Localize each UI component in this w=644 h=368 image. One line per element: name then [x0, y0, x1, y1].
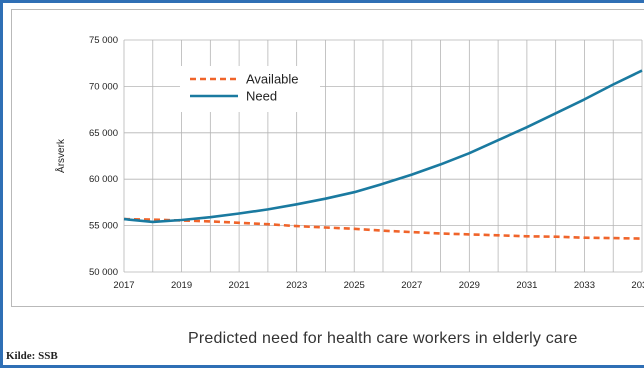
legend-box: [180, 66, 320, 112]
source-note: Kilde: SSB: [6, 350, 58, 362]
x-tick-label: 2017: [113, 280, 134, 291]
line-chart: 75 000 70 000 65 000 60 000 55 000 50 000 2017…: [54, 35, 644, 291]
y-axis-label: Årsverk: [54, 138, 67, 173]
x-tick-label: 2027: [401, 280, 422, 291]
x-tick-label: 2023: [286, 280, 307, 291]
x-tick-label: 2031: [516, 280, 537, 291]
y-tick-label: 70 000: [89, 81, 118, 92]
x-tick-label: 2025: [344, 280, 365, 291]
y-tick-label: 75 000: [89, 35, 118, 46]
x-tick-label: 2029: [459, 280, 480, 291]
series-line-need: [123, 69, 643, 224]
plot-panel: 75 000 70 000 65 000 60 000 55 000 50 000 2017…: [11, 9, 644, 307]
chart-caption: Predicted need for health care workers i…: [188, 330, 578, 347]
y-tick-label: 65 000: [89, 128, 118, 139]
y-tick-label: 55 000: [89, 221, 118, 232]
legend-label-need: Need: [246, 89, 277, 104]
x-tick-label: 2033: [574, 280, 595, 291]
legend-label-available: Available: [246, 72, 299, 87]
y-tick-label: 50 000: [89, 267, 118, 278]
x-tick-label: 2035: [631, 280, 644, 291]
series-line-available: [123, 217, 643, 240]
y-tick-label: 60 000: [89, 174, 118, 185]
x-tick-label: 2019: [171, 280, 192, 291]
x-tick-label: 2021: [229, 280, 250, 291]
